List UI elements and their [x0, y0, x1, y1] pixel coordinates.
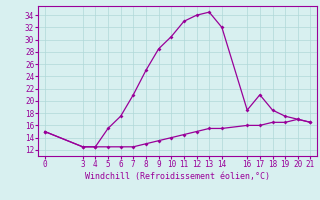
X-axis label: Windchill (Refroidissement éolien,°C): Windchill (Refroidissement éolien,°C): [85, 172, 270, 181]
